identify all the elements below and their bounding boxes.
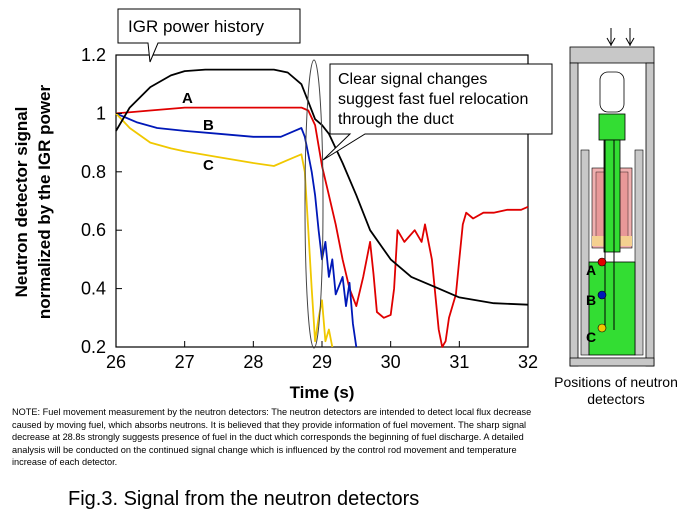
- callout-igr-text: IGR power history: [128, 17, 265, 36]
- callout-igr-box: [117, 8, 301, 63]
- y-axis-label-line2: normalized by the IGR power: [35, 84, 54, 319]
- detector-label-c: C: [586, 329, 596, 345]
- series-line-c: [115, 112, 334, 348]
- series-line-igr-power: [115, 68, 529, 306]
- tick-layer: 26 27 28 29 30 31 32 0.2 0.4 0.6 0.8 1 1.2: [81, 45, 538, 372]
- x-tick-label: 31: [449, 352, 469, 372]
- y-tick-label: 1.2: [81, 45, 106, 65]
- x-tick-label: 32: [518, 352, 538, 372]
- detector-label-a: A: [586, 262, 596, 278]
- x-tick-label: 29: [312, 352, 332, 372]
- detector-label-b: B: [586, 292, 596, 308]
- detector-point-c: [597, 323, 607, 333]
- detector-point-a: [597, 257, 607, 267]
- x-tick-label: 28: [243, 352, 263, 372]
- y-tick-label: 0.8: [81, 162, 106, 182]
- series-label-a: A: [182, 90, 193, 107]
- x-tick-label: 27: [175, 352, 195, 372]
- figure-caption: Fig.3. Signal from the neutron detectors: [68, 488, 420, 510]
- callout-clear-line3: through the duct: [338, 111, 454, 128]
- y-tick-label: 0.6: [81, 220, 106, 240]
- y-tick-label: 1: [96, 103, 106, 123]
- series-label-b: B: [203, 117, 214, 134]
- detector-diagram-caption: Positions of neutron detectors: [532, 374, 699, 408]
- y-tick-label: 0.4: [81, 279, 106, 299]
- series-line-b: [115, 112, 358, 348]
- y-tick-label: 0.2: [81, 337, 106, 357]
- x-axis-label: Time (s): [290, 383, 355, 402]
- detector-point-b: [597, 290, 607, 300]
- detector-diagram: A B C: [569, 28, 655, 367]
- callout-clear-line1: Clear signal changes: [338, 71, 487, 88]
- x-tick-label: 26: [106, 352, 126, 372]
- series-label-c: C: [203, 157, 214, 174]
- callout-clear-box: [322, 63, 553, 161]
- series-layer: [115, 68, 529, 348]
- drop-highlight-oval: [304, 59, 324, 349]
- note-paragraph: NOTE: Fuel movement measurement by the n…: [12, 407, 532, 468]
- callout-clear-line2: suggest fast fuel relocation: [338, 91, 528, 108]
- detector-caption-line2: detectors: [587, 391, 645, 407]
- y-axis-label-line1: Neutron detector signal: [12, 107, 31, 298]
- detector-caption-line1: Positions of neutron: [554, 374, 678, 390]
- x-tick-label: 30: [381, 352, 401, 372]
